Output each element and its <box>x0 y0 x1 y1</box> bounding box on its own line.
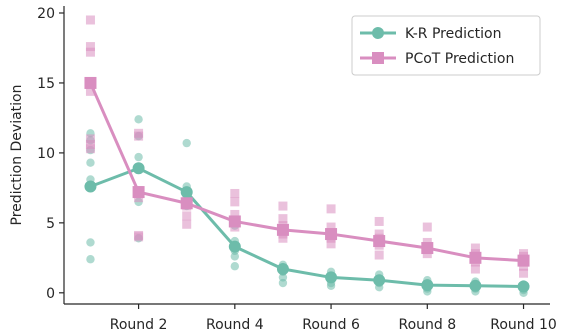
kr-mean-point <box>517 280 530 293</box>
pcot-scatter-point <box>85 144 95 154</box>
pcot-scatter-point <box>182 219 192 229</box>
series-lines-layer <box>84 76 530 293</box>
pcot-scatter-point <box>374 216 384 226</box>
x-tick-label: Round 10 <box>490 317 557 331</box>
y-tick-label: 20 <box>37 6 55 22</box>
pcot-scatter-point <box>85 15 95 25</box>
kr-mean-point <box>373 274 386 287</box>
pcot-scatter-point <box>85 47 95 57</box>
legend-box <box>351 15 541 76</box>
pcot-scatter-point <box>230 209 240 219</box>
pcot-scatter-point <box>470 264 480 274</box>
legend: K-R Prediction PCoT Prediction <box>351 15 541 76</box>
y-tick-label: 10 <box>37 146 55 162</box>
pcot-scatter-point <box>134 131 144 141</box>
kr-mean-point <box>325 271 338 284</box>
pcot-mean-point <box>180 197 193 210</box>
pcot-series-line <box>89 82 524 263</box>
x-tick-label: Round 6 <box>302 317 360 331</box>
pcot-mean-point <box>276 223 289 236</box>
pcot-scatter-point <box>230 188 240 198</box>
y-axis-title: Prediction Deviation <box>9 85 25 226</box>
pcot-scatter-point <box>374 250 384 260</box>
pcot-scatter-point <box>326 239 336 249</box>
kr-mean-point <box>180 186 193 199</box>
kr-mean-point <box>276 263 289 276</box>
x-tick-label: Round 8 <box>398 317 456 331</box>
kr-scatter-point <box>86 158 95 167</box>
kr-scatter-point <box>86 238 95 247</box>
y-tick-label: 0 <box>46 286 55 302</box>
pcot-scatter-point <box>182 211 192 221</box>
kr-mean-point <box>469 279 482 292</box>
x-tick-label: Round 4 <box>206 317 264 331</box>
pcot-scatter-point <box>326 222 336 232</box>
kr-scatter-point <box>230 262 240 271</box>
pcot-mean-point <box>84 76 97 89</box>
pcot-scatter-point <box>278 214 288 224</box>
pcot-scatter-point <box>230 197 240 207</box>
kr-scatter-point <box>134 152 143 162</box>
pcot-mean-point <box>469 251 482 264</box>
kr-scatter-point <box>326 281 336 291</box>
kr-scatter-point <box>182 138 191 148</box>
pcot-mean-point <box>421 242 434 255</box>
pcot-scatter-point <box>85 86 95 96</box>
ticks: 0 5 10 15 20 Round 2 Round 4 Round 6 Round 8 Roun… <box>37 6 557 331</box>
kr-scatter-point <box>230 252 240 261</box>
pcot-scatter-point <box>326 204 336 214</box>
y-tick-label: 15 <box>37 76 55 92</box>
legend-label: K-R Prediction <box>405 26 502 42</box>
legend-label: PCoT Prediction <box>405 51 514 67</box>
kr-scatter-point <box>134 115 143 124</box>
kr-mean-point <box>228 240 241 253</box>
kr-mean-point <box>132 162 145 175</box>
pcot-scatter-point <box>278 233 288 243</box>
kr-scatter-point <box>278 278 288 288</box>
pcot-scatter-point <box>278 201 288 211</box>
legend-marker-square <box>372 52 384 64</box>
pcot-scatter-point <box>134 232 144 242</box>
kr-mean-point <box>84 180 97 193</box>
pcot-mean-point <box>132 186 145 199</box>
axes <box>63 6 550 305</box>
pcot-scatter-point <box>422 222 432 232</box>
pcot-scatter-point <box>519 268 529 278</box>
kr-scatter-point <box>86 255 95 264</box>
pcot-scatter-point <box>85 42 95 52</box>
kr-mean-point <box>421 279 434 292</box>
y-tick-label: 5 <box>46 216 55 232</box>
pcot-mean-point <box>517 254 530 267</box>
x-tick-label: Round 2 <box>110 317 168 331</box>
legend-marker-circle <box>372 27 384 39</box>
pcot-mean-point <box>373 235 386 248</box>
pcot-mean-point <box>325 228 338 241</box>
pcot-mean-point <box>228 215 241 228</box>
kr-series-line <box>89 166 524 289</box>
pcot-scatter-point <box>85 134 95 144</box>
pcot-scatter-point <box>470 243 480 253</box>
